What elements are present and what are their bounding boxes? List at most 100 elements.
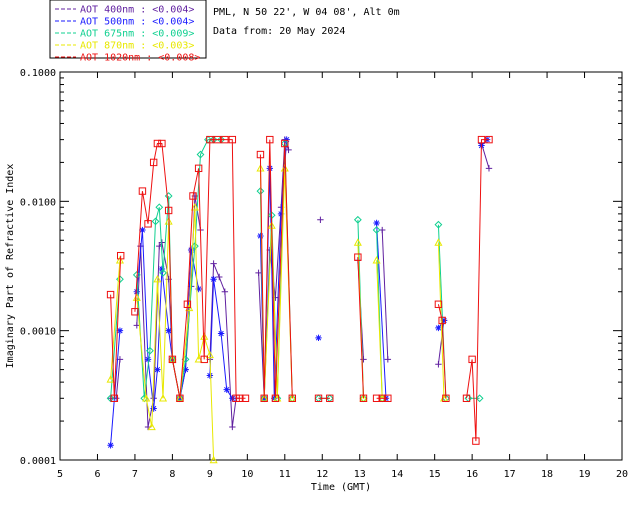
series-line: [437, 304, 447, 399]
legend-entry: AOT 675nm : <0.009>: [80, 29, 194, 40]
data-point: [283, 136, 290, 143]
data-point: [147, 422, 156, 431]
legend-entry: AOT 500nm : <0.004>: [80, 17, 194, 28]
y-tick-label: 0.0001: [20, 456, 56, 467]
data-point: [168, 355, 177, 363]
data-point: [468, 355, 476, 364]
data-point: [210, 260, 217, 267]
data-point: [195, 285, 202, 293]
data-point: [378, 394, 386, 402]
data-point: [434, 238, 443, 246]
series-line: [376, 222, 387, 399]
data-point: [485, 135, 493, 144]
data-point: [189, 192, 197, 200]
data-point: [106, 375, 115, 383]
data-point: [194, 355, 203, 363]
x-tick-label: 17: [504, 469, 516, 480]
y-tick-label: 0.0010: [20, 327, 56, 338]
series-5: [106, 135, 493, 445]
data-point: [353, 238, 362, 246]
y-tick-label: 0.1000: [20, 68, 56, 79]
x-axis-label: Time (GMT): [311, 482, 371, 493]
data-point: [206, 135, 214, 144]
data-point: [182, 366, 189, 373]
data-point: [229, 423, 236, 431]
data-point: [236, 394, 244, 402]
data-point: [194, 164, 203, 173]
series-line: [481, 143, 490, 169]
series-line: [110, 260, 121, 380]
data-point: [190, 203, 199, 211]
data-point: [221, 288, 229, 295]
data-point: [255, 269, 262, 277]
data-point: [144, 220, 152, 228]
data-point: [314, 394, 323, 402]
legend: AOT 400nm : <0.004>AOT 500nm : <0.004>AO…: [49, 0, 207, 64]
data-point: [132, 293, 141, 301]
data-point: [155, 203, 164, 212]
data-point: [209, 455, 218, 464]
data-point: [150, 395, 157, 402]
site-info: PML, N 50 22', W 04 08', Alt 0m: [213, 7, 400, 18]
data-point: [485, 165, 493, 172]
data-point: [434, 300, 443, 308]
series-line: [466, 139, 489, 442]
data-point: [271, 394, 280, 402]
data-point: [475, 394, 484, 403]
data-point: [288, 394, 297, 402]
x-tick-label: 6: [94, 469, 100, 480]
data-point: [158, 394, 168, 402]
data-point: [438, 316, 446, 325]
legend-entry: AOT 400nm : <0.004>: [80, 5, 194, 16]
series-line: [376, 260, 383, 399]
data-point: [154, 366, 161, 373]
series-line: [437, 242, 445, 399]
data-point: [196, 150, 205, 159]
data-point: [176, 394, 184, 402]
data-point: [146, 346, 154, 355]
data-point: [210, 276, 217, 283]
data-point: [472, 437, 480, 445]
x-tick-label: 19: [579, 469, 591, 480]
data-point: [164, 192, 173, 200]
data-point: [151, 217, 160, 226]
data-point: [257, 232, 264, 240]
data-point: [442, 394, 450, 402]
data-point: [116, 327, 124, 334]
data-point: [144, 356, 152, 363]
series-line: [357, 257, 364, 399]
data-point: [360, 356, 367, 363]
data-point: [110, 394, 119, 402]
data-point: [153, 274, 162, 283]
x-tick-label: 11: [279, 469, 291, 480]
data-point: [221, 135, 229, 144]
data-point: [384, 394, 392, 402]
date-info: Data from: 20 May 2024: [213, 26, 345, 37]
data-point: [165, 327, 172, 334]
data-point: [281, 139, 289, 148]
data-point: [434, 220, 443, 229]
data-point: [440, 317, 448, 324]
data-point: [326, 394, 334, 402]
data-point: [159, 268, 167, 277]
data-point: [153, 139, 162, 148]
x-tick-label: 8: [169, 469, 175, 480]
data-point: [138, 187, 147, 195]
x-tick-label: 15: [429, 469, 441, 480]
x-tick-label: 18: [541, 469, 553, 480]
data-point: [106, 290, 115, 299]
data-point: [280, 164, 289, 172]
data-point: [277, 210, 285, 218]
data-point: [266, 165, 274, 172]
data-point: [217, 135, 226, 144]
data-point: [315, 334, 322, 342]
x-tick-label: 9: [207, 469, 213, 480]
data-point: [106, 394, 115, 403]
legend-entry: AOT 870nm : <0.003>: [80, 41, 194, 52]
data-point: [168, 355, 177, 364]
data-point: [372, 226, 381, 234]
data-point: [359, 394, 368, 402]
data-point: [317, 216, 324, 223]
data-point: [266, 135, 274, 144]
